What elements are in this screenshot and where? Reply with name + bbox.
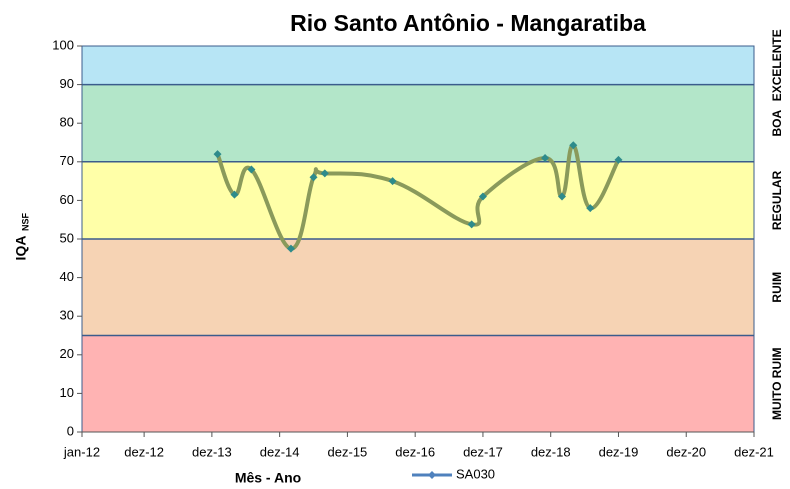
y-axis-label-group: IQA NSF [13, 212, 31, 260]
band-label: BOA [770, 110, 784, 137]
x-tick-label: dez-19 [599, 444, 639, 459]
y-tick-label: 20 [60, 346, 74, 361]
legend-label: SA030 [456, 466, 495, 481]
marker [247, 165, 256, 174]
y-tick-label: 0 [67, 423, 74, 438]
marker [478, 192, 487, 201]
band [82, 335, 754, 432]
band-label: RUIM [770, 272, 784, 303]
marker [309, 173, 318, 182]
x-tick-label: dez-12 [124, 444, 164, 459]
x-tick-label: dez-14 [260, 444, 300, 459]
band [82, 46, 754, 85]
y-tick-label: 40 [60, 269, 74, 284]
marker [388, 177, 397, 186]
y-axis-label: IQA [13, 236, 29, 261]
x-tick-label: dez-17 [463, 444, 503, 459]
marker [286, 244, 295, 253]
y-tick-label: 90 [60, 76, 74, 91]
x-tick-label: jan-12 [63, 444, 100, 459]
y-tick-label: 70 [60, 153, 74, 168]
y-tick-label: 50 [60, 230, 74, 245]
y-tick-label: 80 [60, 115, 74, 130]
x-tick-label: dez-18 [531, 444, 571, 459]
band [82, 161, 754, 239]
x-tick-label: dez-16 [395, 444, 435, 459]
marker [467, 220, 476, 229]
band-label: MUITO RUIM [770, 348, 784, 420]
marker [230, 190, 239, 199]
marker [320, 169, 329, 178]
band [82, 84, 754, 162]
y-tick-label: 60 [60, 192, 74, 207]
chart-title: Rio Santo Antônio - Mangaratiba [290, 10, 646, 36]
y-tick-label: 100 [52, 37, 74, 52]
marker [569, 141, 578, 150]
marker [541, 153, 550, 162]
y-axis-label-sub: NSF [20, 212, 30, 231]
marker [213, 150, 222, 159]
x-tick-label: dez-21 [734, 444, 774, 459]
marker [614, 155, 623, 164]
y-tick-label: 10 [60, 385, 74, 400]
band [82, 239, 754, 336]
marker [586, 204, 595, 213]
band-label: EXCELENTE [770, 29, 784, 101]
x-axis-label: Mês - Ano [235, 470, 301, 486]
legend-marker [428, 471, 436, 479]
x-tick-label: dez-13 [192, 444, 232, 459]
x-tick-label: dez-15 [328, 444, 368, 459]
band-label: REGULAR [770, 170, 784, 230]
y-tick-label: 30 [60, 308, 74, 323]
x-tick-label: dez-20 [666, 444, 706, 459]
marker [558, 192, 566, 201]
